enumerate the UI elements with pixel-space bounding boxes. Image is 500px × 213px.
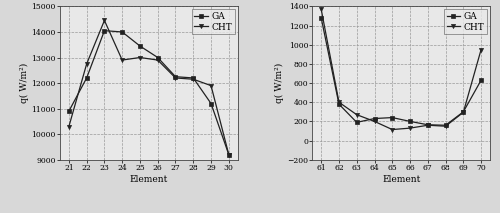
GA [119,31,125,33]
GA [208,102,214,105]
CHT [154,59,160,61]
GA [84,77,89,79]
CHT [336,101,342,104]
GA [66,110,72,112]
GA [442,124,448,127]
Y-axis label: q( W/m²): q( W/m²) [20,63,28,103]
CHT [119,59,125,61]
CHT [226,153,232,156]
GA [226,153,232,156]
CHT [390,128,396,131]
CHT [407,127,413,129]
CHT [137,56,143,59]
X-axis label: Element: Element [130,175,168,184]
CHT [425,124,431,127]
GA [390,116,396,119]
Y-axis label: q( W/m²): q( W/m²) [275,63,284,103]
CHT [442,125,448,127]
X-axis label: Element: Element [382,175,420,184]
Line: CHT: CHT [67,18,231,157]
Legend: GA, CHT: GA, CHT [192,9,235,34]
CHT [208,84,214,87]
GA [318,17,324,19]
GA [190,77,196,79]
CHT [460,111,466,114]
CHT [478,48,484,51]
GA [336,103,342,105]
Line: GA: GA [319,16,483,127]
Line: GA: GA [67,29,231,157]
GA [154,56,160,59]
CHT [318,8,324,11]
GA [460,111,466,113]
GA [354,121,360,124]
CHT [354,113,360,116]
GA [172,75,178,78]
Legend: GA, CHT: GA, CHT [444,9,488,34]
GA [478,79,484,82]
GA [425,124,431,126]
GA [407,120,413,123]
GA [372,117,378,120]
CHT [190,78,196,81]
Line: CHT: CHT [319,7,483,132]
CHT [372,120,378,123]
CHT [172,77,178,79]
CHT [66,125,72,128]
GA [102,29,107,32]
CHT [84,63,89,65]
GA [137,45,143,47]
CHT [102,19,107,22]
